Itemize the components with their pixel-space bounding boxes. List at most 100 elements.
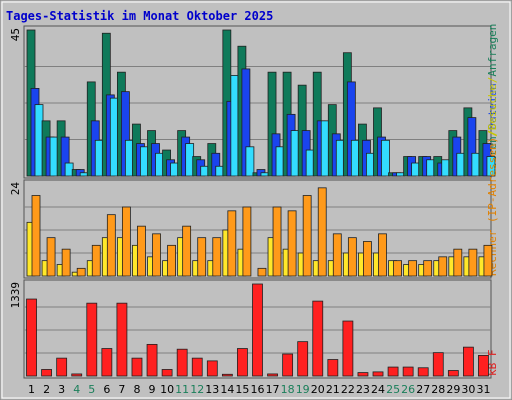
x-tick-label-29: 29 bbox=[446, 383, 460, 396]
x-tick-label-6: 6 bbox=[103, 383, 110, 396]
x-tick-label-25: 25 bbox=[386, 383, 400, 396]
bar-traffic-kb-f-day-12 bbox=[191, 357, 203, 377]
legend-entry-3: / bbox=[486, 77, 499, 84]
bar-traffic-kb-f-day-8 bbox=[131, 357, 143, 377]
x-tick-label-7: 7 bbox=[118, 383, 125, 396]
bar-visits-rechner-ip-adressen--day-23 bbox=[363, 241, 372, 277]
legend-entry-0: kB F bbox=[486, 350, 499, 377]
bar-visits-rechner-ip-adressen--day-3 bbox=[61, 248, 71, 277]
bar-visits-rechner-ip-adressen--day-16 bbox=[257, 267, 267, 277]
bar-traffic-kb-f-day-27 bbox=[417, 367, 429, 377]
legend-entry-0: Rechner (IP-Adressen) bbox=[486, 137, 499, 276]
bar-visits-rechner-ip-adressen--day-7 bbox=[121, 206, 131, 277]
bar-traffic-kb-f-day-1 bbox=[26, 298, 37, 377]
bar-traffic-kb-f-day-2 bbox=[41, 369, 52, 377]
panel-traffic-ymax-label: 1339 bbox=[9, 282, 22, 309]
bar-traffic-kb-f-day-13 bbox=[206, 360, 218, 377]
bar-visits-rechner-ip-adressen--day-31 bbox=[483, 244, 493, 277]
bar-visits-rechner-ip-adressen--day-14 bbox=[227, 210, 237, 277]
bar-visits-rechner-ip-adressen--day-18 bbox=[287, 210, 297, 277]
bar-traffic-kb-f-day-22 bbox=[342, 320, 354, 377]
legend-entry-1: / bbox=[486, 130, 499, 137]
x-tick-label-26: 26 bbox=[401, 383, 415, 396]
bar-traffic-kb-f-day-7 bbox=[116, 302, 128, 377]
bar-visits-rechner-ip-adressen--day-27 bbox=[423, 260, 433, 277]
legend-entry-4: Anfragen bbox=[486, 24, 499, 77]
bar-visits-rechner-ip-adressen--day-29 bbox=[453, 248, 463, 277]
panel-traffic: 1339 kB F bbox=[9, 279, 499, 379]
bar-traffic-kb-f-day-28 bbox=[432, 352, 444, 377]
x-tick-label-28: 28 bbox=[431, 383, 445, 396]
bar-visits-rechner-ip-adressen--day-8 bbox=[137, 225, 146, 277]
x-tick-label-8: 8 bbox=[133, 383, 140, 396]
x-tick-label-12: 12 bbox=[190, 383, 204, 396]
x-tick-label-24: 24 bbox=[371, 383, 385, 396]
bar-traffic-kb-f-day-30 bbox=[463, 346, 474, 377]
bar-visits-rechner-ip-adressen--day-19 bbox=[302, 195, 312, 277]
bar-traffic-kb-f-day-6 bbox=[101, 348, 113, 377]
x-tick-label-9: 9 bbox=[149, 383, 156, 396]
bar-traffic-kb-f-day-5 bbox=[86, 302, 98, 377]
bar-visits-rechner-ip-adressen--day-11 bbox=[182, 225, 192, 277]
bar-visits-rechner-ip-adressen--day-30 bbox=[468, 248, 478, 277]
x-tick-label-16: 16 bbox=[251, 383, 265, 396]
bar-requests-seiten-day-15 bbox=[245, 146, 255, 177]
bar-traffic-kb-f-day-29 bbox=[447, 370, 459, 377]
panel-requests-ymax-label: 45 bbox=[9, 28, 22, 41]
bar-visits-rechner-ip-adressen--day-22 bbox=[347, 237, 357, 277]
x-tick-label-21: 21 bbox=[326, 383, 340, 396]
bar-visits-rechner-ip-adressen--day-2 bbox=[46, 237, 56, 277]
bar-traffic-kb-f-day-3 bbox=[56, 357, 68, 377]
legend-entry-1: / bbox=[486, 130, 499, 137]
x-tick-label-27: 27 bbox=[416, 383, 430, 396]
bar-visits-rechner-ip-adressen--day-21 bbox=[332, 233, 342, 277]
x-tick-label-5: 5 bbox=[88, 383, 95, 396]
bar-visits-rechner-ip-adressen--day-6 bbox=[106, 214, 116, 277]
bar-visits-rechner-ip-adressen--day-5 bbox=[91, 244, 101, 277]
bar-traffic-kb-f-day-18 bbox=[282, 353, 294, 377]
bar-traffic-kb-f-day-17 bbox=[267, 373, 278, 377]
bar-traffic-kb-f-day-23 bbox=[357, 372, 369, 377]
bar-visits-rechner-ip-adressen--day-13 bbox=[212, 237, 222, 277]
bar-visits-rechner-ip-adressen--day-12 bbox=[197, 237, 207, 277]
bar-traffic-kb-f-day-24 bbox=[372, 371, 384, 377]
x-tick-label-15: 15 bbox=[235, 383, 249, 396]
x-tick-label-1: 1 bbox=[28, 383, 35, 396]
bar-traffic-kb-f-day-15 bbox=[237, 348, 248, 377]
x-tick-label-30: 30 bbox=[461, 383, 475, 396]
bar-visits-rechner-ip-adressen--day-1 bbox=[31, 195, 41, 277]
x-tick-label-14: 14 bbox=[220, 383, 234, 396]
bar-traffic-kb-f-day-25 bbox=[387, 366, 399, 377]
x-tick-label-22: 22 bbox=[341, 383, 355, 396]
bar-traffic-kb-f-day-16 bbox=[252, 283, 263, 377]
bar-traffic-kb-f-day-31 bbox=[478, 354, 489, 377]
bar-traffic-kb-f-day-19 bbox=[297, 341, 309, 377]
x-tick-label-10: 10 bbox=[160, 383, 174, 396]
bar-visits-rechner-ip-adressen--day-9 bbox=[152, 233, 161, 277]
bar-requests-seiten-day-31 bbox=[486, 156, 496, 177]
x-tick-label-4: 4 bbox=[73, 383, 80, 396]
x-tick-label-23: 23 bbox=[356, 383, 370, 396]
bar-visits-rechner-ip-adressen--day-4 bbox=[76, 267, 86, 277]
bar-visits-rechner-ip-adressen--day-25 bbox=[393, 260, 402, 277]
x-tick-label-20: 20 bbox=[311, 383, 325, 396]
bar-visits-rechner-ip-adressen--day-20 bbox=[317, 187, 327, 277]
bar-traffic-kb-f-day-11 bbox=[176, 348, 188, 377]
legend-entry-2: Dateien bbox=[486, 83, 499, 129]
panel-visits-ymax-label: 24 bbox=[9, 182, 22, 196]
bar-traffic-kb-f-day-21 bbox=[327, 359, 339, 377]
x-tick-label-19: 19 bbox=[296, 383, 310, 396]
bar-traffic-kb-f-day-26 bbox=[402, 366, 414, 377]
x-tick-label-17: 17 bbox=[266, 383, 280, 396]
bar-visits-rechner-ip-adressen--day-15 bbox=[242, 206, 252, 277]
x-tick-label-31: 31 bbox=[476, 383, 490, 396]
bar-visits-rechner-ip-adressen--day-24 bbox=[378, 233, 387, 277]
bar-traffic-kb-f-day-20 bbox=[312, 300, 324, 377]
x-tick-label-13: 13 bbox=[205, 383, 219, 396]
bar-requests-seiten-day-24 bbox=[381, 139, 390, 177]
panel-visits: 24 Rechner (IP-Adressen)/Besuche bbox=[9, 84, 499, 279]
